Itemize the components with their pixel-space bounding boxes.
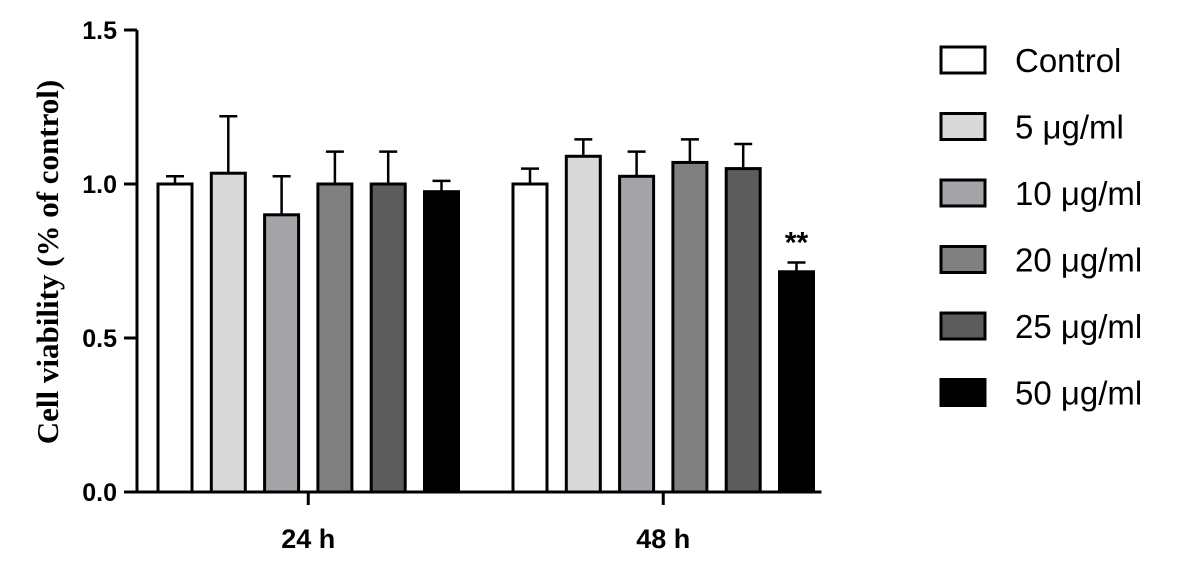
bar: [564, 154, 602, 494]
error-bars: [166, 114, 806, 272]
y-tick-label: 1.0: [82, 171, 117, 199]
legend-label: 25 μg/ml: [1015, 308, 1142, 345]
bar: [511, 182, 549, 494]
y-axis-label: Cell viability (% of control): [30, 80, 65, 445]
legend-swatch: [939, 178, 987, 208]
legend-label: 20 μg/ml: [1015, 242, 1142, 279]
bar: [156, 182, 194, 494]
legend-label: 10 μg/ml: [1015, 175, 1142, 212]
legend-swatch: [939, 245, 987, 274]
bar: [369, 182, 407, 494]
legend-swatch: [939, 112, 987, 141]
legend-swatch: [939, 311, 987, 341]
bars: [156, 154, 815, 494]
x-tick-label: 48 h: [636, 524, 690, 554]
legend-label: Control: [1015, 42, 1121, 79]
bar: [263, 213, 301, 494]
legend: Control 5 μg/ml 10 μg/ml 20 μg/ml 25 μg/ml 50…: [939, 42, 1142, 412]
bar: [316, 182, 354, 494]
legend-label: 5 μg/ml: [1015, 109, 1124, 146]
y-tick-label: 0.5: [82, 325, 117, 353]
bar: [671, 160, 709, 494]
bar: [778, 270, 815, 494]
bar: [724, 167, 762, 494]
legend-swatch: [939, 45, 987, 75]
axes: 0.0 0.5 1.0 1.5 24 h 48 h: [82, 17, 822, 554]
x-tick-label: 24 h: [281, 524, 335, 554]
y-tick-label: 0.0: [82, 479, 117, 507]
bar: [423, 190, 460, 494]
bar: [618, 174, 656, 494]
significance-marker: **: [785, 227, 809, 260]
y-tick-label: 1.5: [82, 17, 117, 45]
bar: [209, 171, 247, 494]
legend-label: 50 μg/ml: [1015, 375, 1142, 412]
annotations: **: [785, 227, 809, 260]
legend-swatch: [939, 378, 987, 407]
